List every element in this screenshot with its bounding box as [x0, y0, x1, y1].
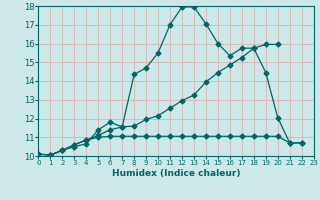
- X-axis label: Humidex (Indice chaleur): Humidex (Indice chaleur): [112, 169, 240, 178]
